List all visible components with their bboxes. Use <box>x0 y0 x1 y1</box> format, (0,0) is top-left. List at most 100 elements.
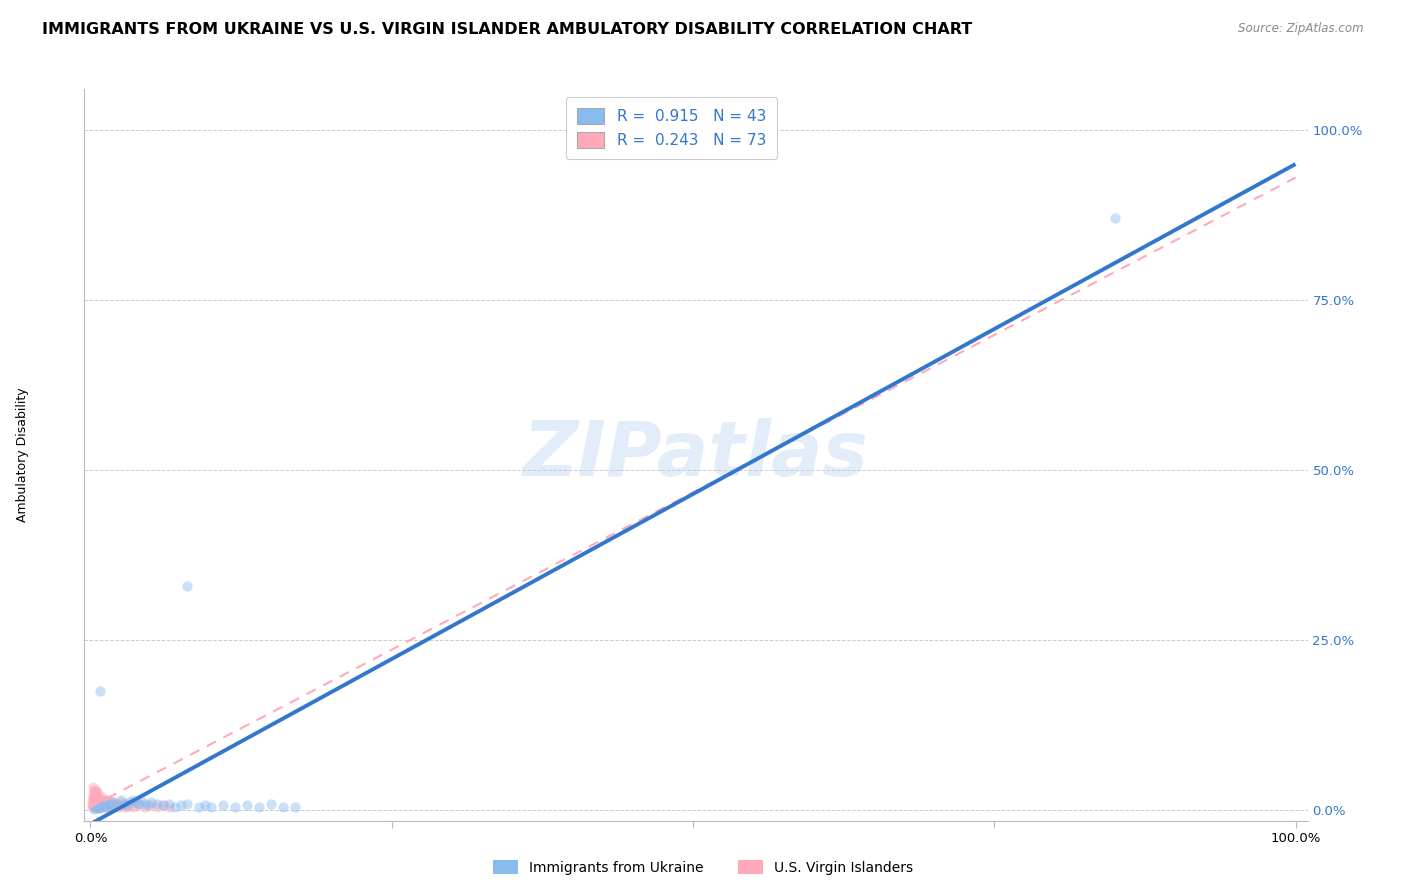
Point <box>128 797 150 811</box>
Point <box>82 793 104 807</box>
Point <box>145 797 167 811</box>
Point <box>194 797 217 812</box>
Point <box>107 800 129 814</box>
Point <box>108 797 131 812</box>
Point <box>93 793 115 807</box>
Point <box>101 800 124 814</box>
Point <box>80 793 103 807</box>
Point <box>83 783 105 797</box>
Point <box>87 800 110 814</box>
Point <box>157 797 180 811</box>
Point <box>152 797 174 812</box>
Point <box>105 797 128 811</box>
Point <box>157 800 180 814</box>
Point <box>94 800 117 814</box>
Point <box>118 795 141 809</box>
Point <box>128 797 150 811</box>
Point <box>284 800 307 814</box>
Point <box>125 797 148 812</box>
Point <box>82 786 104 800</box>
Point <box>87 797 110 811</box>
Point <box>84 784 107 798</box>
Point <box>170 797 193 812</box>
Point <box>82 797 104 812</box>
Point <box>91 799 114 814</box>
Point <box>83 789 105 803</box>
Point <box>112 797 135 811</box>
Point <box>152 797 174 812</box>
Point <box>82 780 104 794</box>
Point <box>84 793 107 807</box>
Text: IMMIGRANTS FROM UKRAINE VS U.S. VIRGIN ISLANDER AMBULATORY DISABILITY CORRELATIO: IMMIGRANTS FROM UKRAINE VS U.S. VIRGIN I… <box>42 22 973 37</box>
Point <box>129 793 152 807</box>
Point <box>98 800 121 814</box>
Point <box>103 797 125 812</box>
Point <box>139 797 162 812</box>
Y-axis label: Ambulatory Disability: Ambulatory Disability <box>15 388 28 522</box>
Point <box>94 795 117 809</box>
Point <box>100 797 122 812</box>
Point <box>145 800 167 814</box>
Point <box>89 795 111 809</box>
Point <box>97 799 120 814</box>
Point <box>96 797 118 811</box>
Point <box>84 789 107 803</box>
Point <box>83 795 105 809</box>
Point <box>84 800 107 814</box>
Point <box>103 797 125 812</box>
Point <box>247 800 270 814</box>
Point <box>82 789 104 804</box>
Point <box>89 800 111 814</box>
Point <box>101 795 124 809</box>
Point <box>84 797 107 812</box>
Point <box>187 800 209 814</box>
Point <box>86 783 108 797</box>
Point <box>176 579 198 593</box>
Point <box>94 797 117 812</box>
Point <box>1104 211 1126 226</box>
Text: Source: ZipAtlas.com: Source: ZipAtlas.com <box>1239 22 1364 36</box>
Point <box>97 793 120 807</box>
Point <box>176 797 198 811</box>
Point <box>90 793 112 807</box>
Point <box>89 684 111 698</box>
Point <box>115 797 138 812</box>
Point <box>136 797 159 812</box>
Point <box>96 800 118 814</box>
Point <box>94 797 117 812</box>
Point <box>80 797 103 811</box>
Point <box>83 789 105 804</box>
Point <box>125 795 148 809</box>
Point <box>98 797 121 811</box>
Point <box>101 795 124 809</box>
Point <box>82 800 104 814</box>
Point <box>163 800 186 814</box>
Point <box>83 802 105 816</box>
Point <box>121 800 143 814</box>
Point <box>86 797 108 812</box>
Point <box>89 801 111 815</box>
Point <box>86 786 108 800</box>
Point <box>103 795 125 809</box>
Point <box>94 800 117 814</box>
Point <box>90 797 112 812</box>
Point <box>139 795 162 809</box>
Point <box>224 800 246 814</box>
Point <box>115 800 138 814</box>
Point <box>212 797 235 812</box>
Point <box>94 793 117 807</box>
Point <box>118 797 141 812</box>
Text: ZIPatlas: ZIPatlas <box>523 418 869 491</box>
Point <box>93 797 115 812</box>
Point <box>200 800 222 814</box>
Point <box>111 797 134 812</box>
Point <box>110 793 132 807</box>
Point <box>98 795 121 809</box>
Point <box>134 800 156 814</box>
Point <box>80 800 103 814</box>
Point <box>121 793 143 807</box>
Point <box>91 789 114 804</box>
Point <box>86 791 108 805</box>
Point <box>271 800 294 814</box>
Point <box>86 801 108 815</box>
